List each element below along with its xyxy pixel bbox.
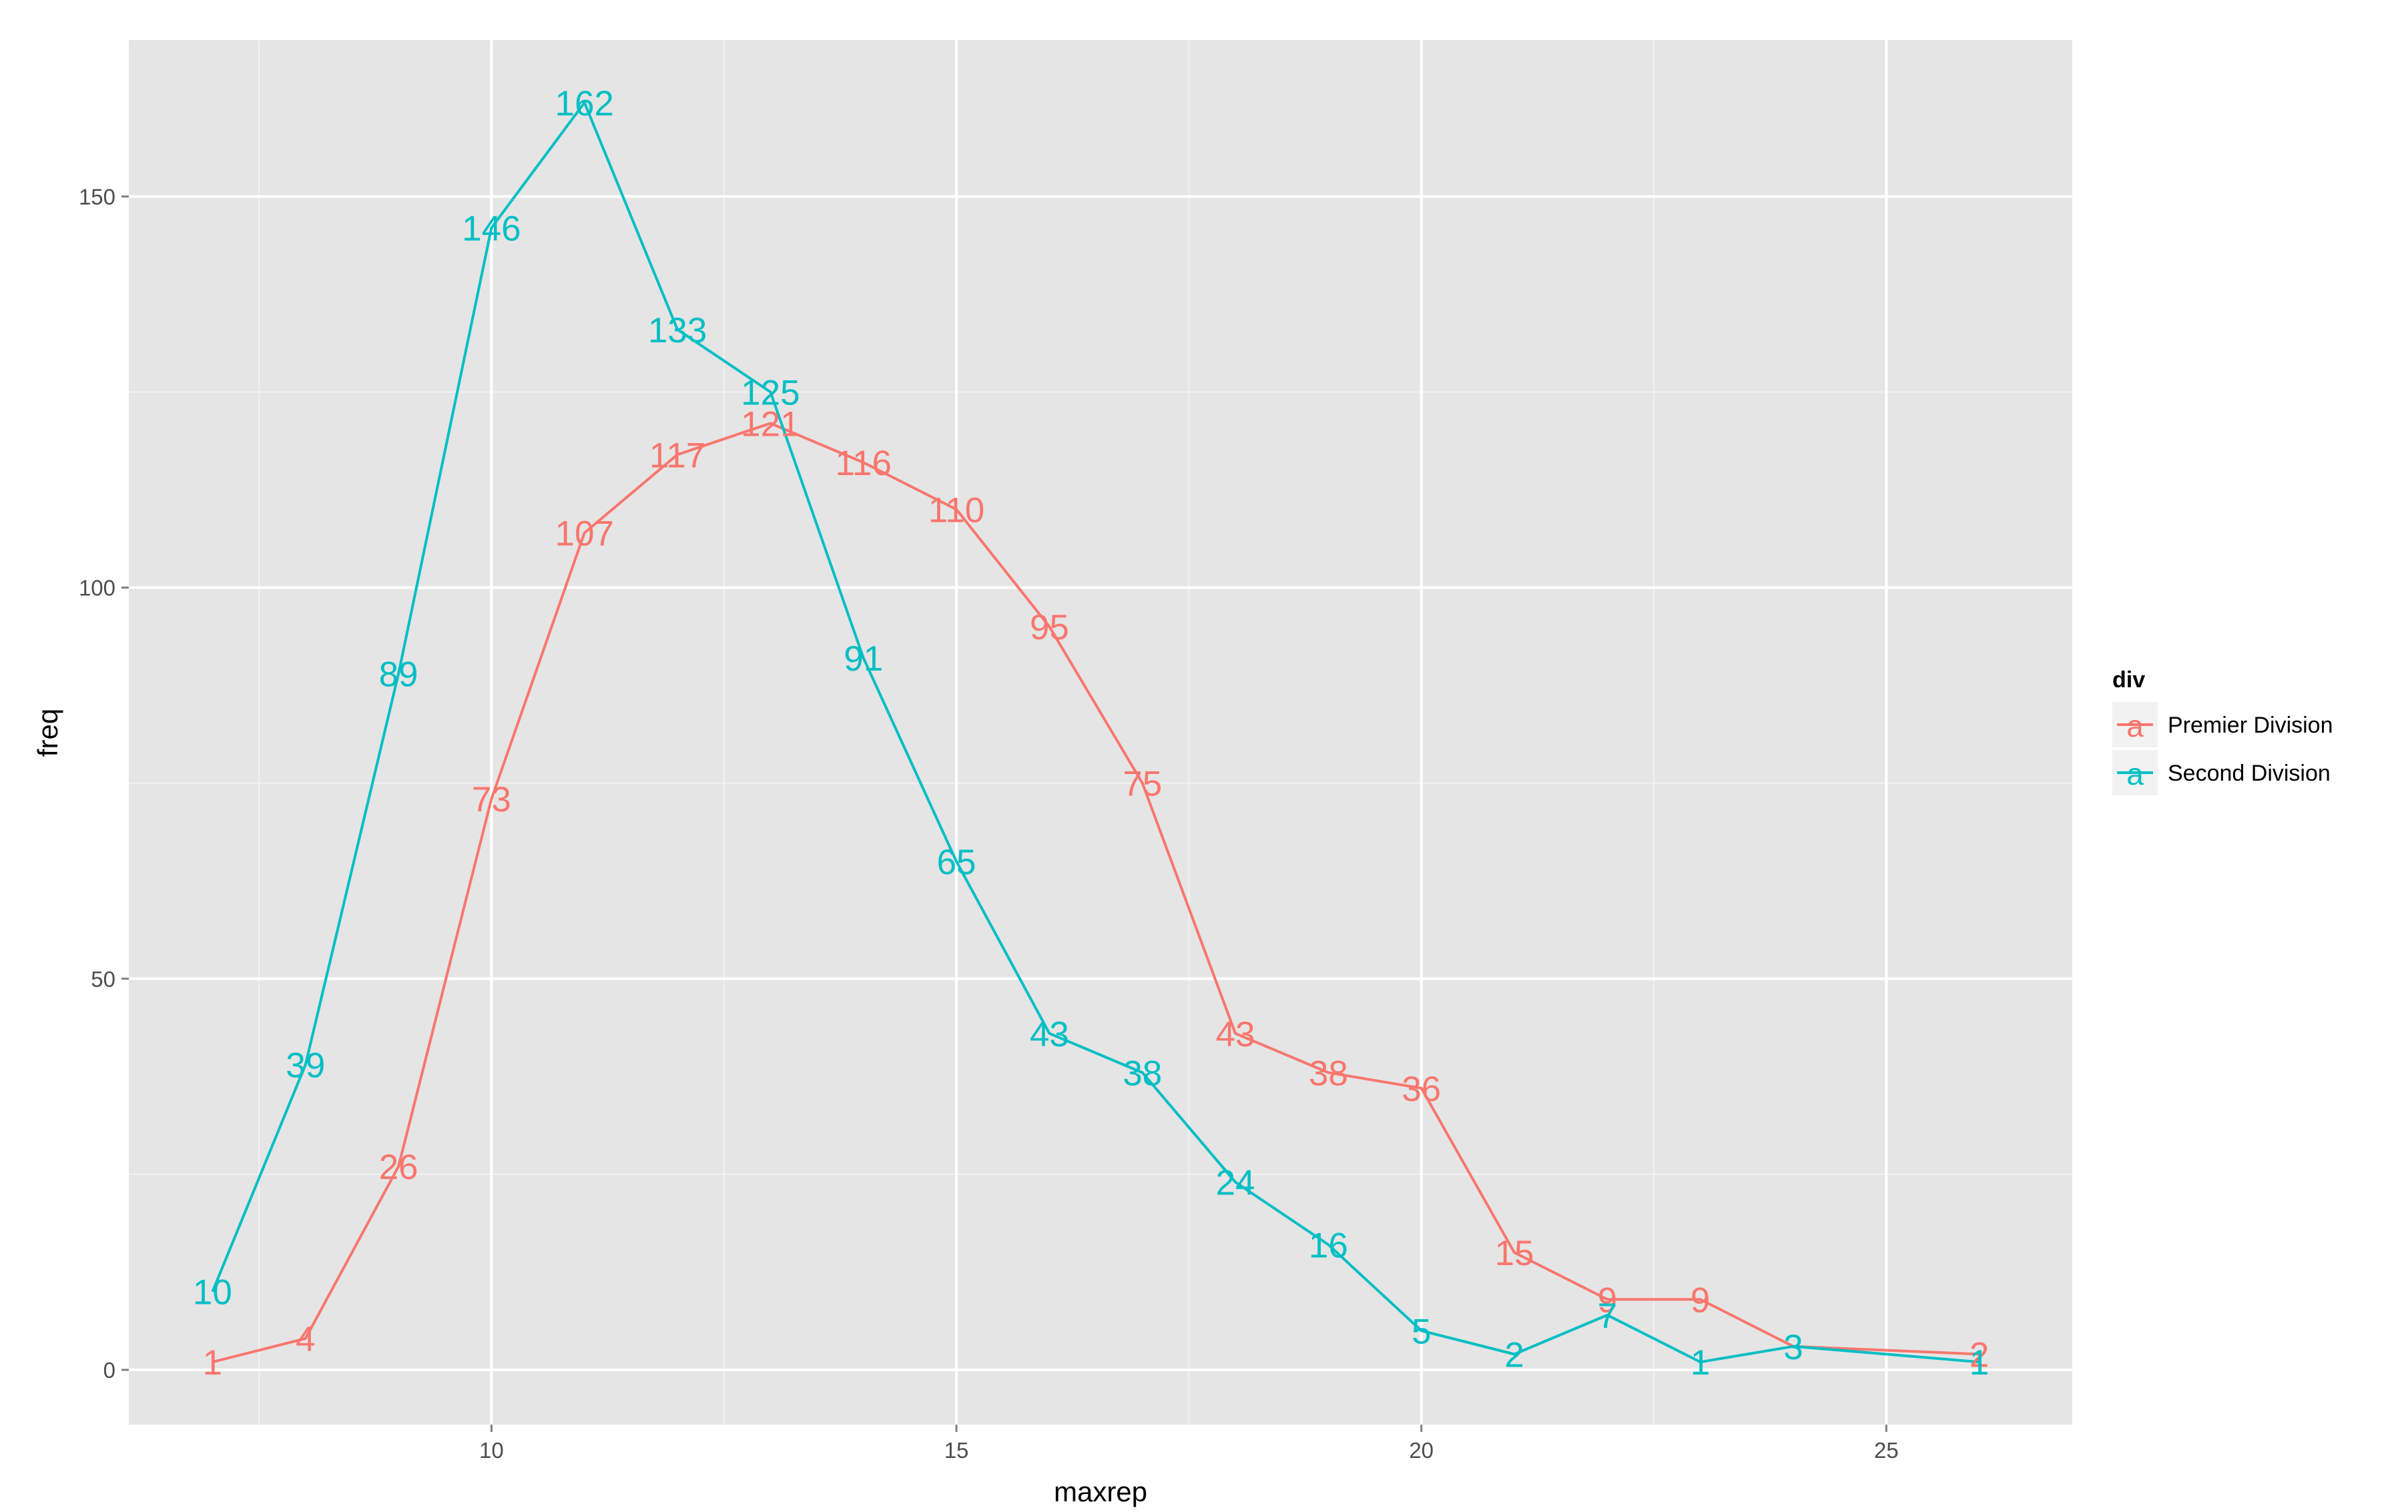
y-tick-label: 0 xyxy=(103,1358,115,1383)
data-label-second-division: 16 xyxy=(1309,1226,1348,1265)
data-label-second-division: 146 xyxy=(462,209,521,248)
data-label-second-division: 3 xyxy=(1783,1328,1803,1367)
data-label-second-division: 10 xyxy=(193,1273,232,1312)
series-line-second-division xyxy=(211,101,1980,1364)
axis-ticks xyxy=(121,195,1887,1432)
data-label-premier-division: 110 xyxy=(928,490,985,530)
data-label-second-division: 2 xyxy=(1504,1335,1524,1375)
x-tick-label: 15 xyxy=(944,1438,969,1463)
y-tick-label: 150 xyxy=(79,184,115,209)
data-label-premier-division: 95 xyxy=(1030,608,1069,647)
legend: div a Premier Division a Second Division xyxy=(2112,667,2333,795)
data-label-second-division: 162 xyxy=(555,84,613,123)
legend-items: a Premier Division a Second Division xyxy=(2112,702,2333,795)
legend-glyph-premier-division: a xyxy=(2126,709,2144,743)
data-label-second-division: 38 xyxy=(1123,1054,1162,1093)
data-label-premier-division: 2 xyxy=(1970,1335,1989,1375)
data-label-premier-division: 26 xyxy=(379,1148,418,1187)
data-label-second-division: 1 xyxy=(1970,1343,1989,1383)
data-label-premier-division: 117 xyxy=(649,436,706,475)
plot-panel xyxy=(129,40,2072,1425)
data-label-premier-division: 15 xyxy=(1495,1234,1534,1273)
y-tick-label: 100 xyxy=(79,576,115,601)
grid-minor-lines xyxy=(129,40,2072,1425)
data-label-premier-division: 36 xyxy=(1402,1070,1441,1109)
data-label-second-division: 39 xyxy=(286,1046,325,1086)
data-label-premier-division: 121 xyxy=(741,404,800,444)
grid-major-lines xyxy=(129,40,2072,1425)
data-label-premier-division: 73 xyxy=(472,780,511,819)
data-label-second-division: 91 xyxy=(844,639,883,679)
x-axis-title: maxrep xyxy=(1054,1476,1147,1507)
data-label-second-division: 5 xyxy=(1412,1312,1431,1351)
legend-label-premier-division: Premier Division xyxy=(2168,713,2333,738)
data-label-premier-division: 38 xyxy=(1309,1054,1348,1093)
data-label-second-division: 1 xyxy=(1691,1343,1710,1383)
data-label-premier-division: 1 xyxy=(203,1343,222,1383)
x-tick-label: 20 xyxy=(1409,1438,1434,1463)
data-label-premier-division: 4 xyxy=(296,1320,315,1359)
data-label-second-division: 125 xyxy=(741,374,800,413)
x-tick-label: 10 xyxy=(479,1438,504,1463)
x-tick-label: 25 xyxy=(1874,1438,1899,1463)
data-label-second-division: 24 xyxy=(1216,1164,1255,1203)
data-label-second-division: 89 xyxy=(379,655,418,695)
y-axis-title: freq xyxy=(32,709,63,757)
data-label-premier-division: 9 xyxy=(1598,1280,1617,1320)
legend-label-second-division: Second Division xyxy=(2168,761,2331,786)
y-tick-label: 50 xyxy=(91,967,115,992)
x-axis-tick-labels: 10 15 20 25 xyxy=(479,1438,1899,1463)
series-lines xyxy=(211,101,1980,1364)
data-label-second-division: 133 xyxy=(648,311,707,350)
data-label-premier-division: 9 xyxy=(1691,1280,1710,1320)
data-label-premier-division: 43 xyxy=(1216,1015,1255,1054)
data-label-second-division: 7 xyxy=(1598,1296,1617,1336)
data-label-premier-division: 116 xyxy=(835,444,892,483)
legend-title: div xyxy=(2112,667,2145,693)
legend-glyph-second-division: a xyxy=(2126,757,2144,791)
series-line-premier-division xyxy=(212,422,1980,1364)
y-axis-tick-labels: 0 50 100 150 xyxy=(79,184,115,1382)
data-label-second-division: 43 xyxy=(1030,1015,1069,1054)
data-label-second-division: 65 xyxy=(937,843,976,882)
data-label-premier-division: 75 xyxy=(1123,765,1162,804)
data-label-premier-division: 107 xyxy=(555,514,613,554)
